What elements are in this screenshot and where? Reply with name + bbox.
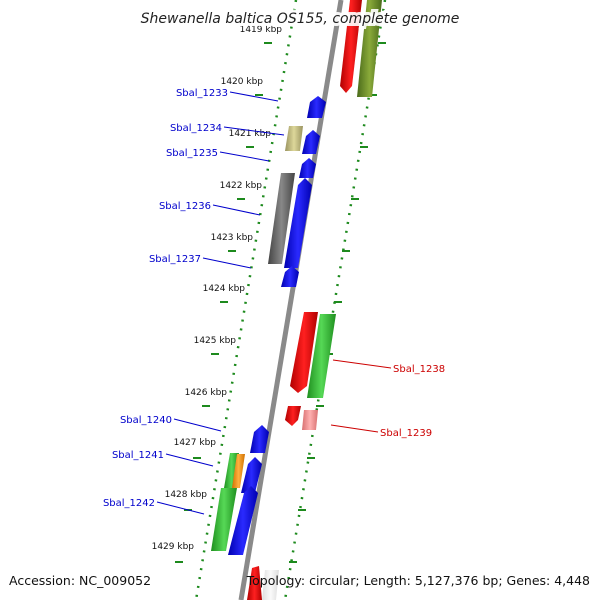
gene-arrow-sbal-1242b[interactable] bbox=[228, 486, 258, 555]
gene-label-sbal-1233[interactable]: Sbal_1233 bbox=[176, 88, 228, 99]
kbp-label: 1426 kbp bbox=[185, 388, 228, 398]
scale-ticks bbox=[175, 42, 386, 563]
gene-label-sbal-1242[interactable]: Sbal_1242 bbox=[103, 498, 155, 509]
kbp-label: 1424 kbp bbox=[203, 284, 246, 294]
accession-label: Accession: NC_009052 bbox=[9, 573, 152, 588]
kbp-label: 1428 kbp bbox=[165, 490, 208, 500]
gene-label-sbal-1241[interactable]: Sbal_1241 bbox=[112, 450, 164, 461]
kbp-label: 1427 kbp bbox=[174, 438, 217, 448]
kbp-labels: 1419 kbp 1420 kbp 1421 kbp 1422 kbp 1423… bbox=[152, 25, 283, 552]
gene-label-sbal-1237[interactable]: Sbal_1237 bbox=[149, 254, 201, 265]
topology-label: Topology: circular; Length: 5,127,376 bp… bbox=[246, 573, 590, 588]
gene-arrow-sbal-1238[interactable] bbox=[307, 314, 336, 398]
genome-backbone bbox=[238, 0, 344, 600]
gene-arrow-sbal-1235b[interactable] bbox=[299, 158, 316, 178]
kbp-label: 1423 kbp bbox=[211, 233, 254, 243]
gene-arrow-sbal-1239a[interactable] bbox=[285, 406, 301, 426]
gene-arrow-sbal-1237[interactable] bbox=[284, 178, 312, 268]
gene-arrow-sbal-1240[interactable] bbox=[250, 425, 269, 453]
gene-arrow-sbal-1241[interactable] bbox=[232, 454, 245, 488]
gene-arrow-sbal-1233[interactable] bbox=[307, 96, 326, 118]
map-title: Shewanella baltica OS155, complete genom… bbox=[141, 11, 460, 27]
gene-label-sbal-1234[interactable]: Sbal_1234 bbox=[170, 123, 222, 134]
gene-arrow-sbal-1235[interactable] bbox=[302, 130, 320, 154]
reverse-gene-labels: Sbal_1238 Sbal_1239 bbox=[330, 359, 445, 439]
gene-label-sbal-1238[interactable]: Sbal_1238 bbox=[393, 364, 445, 375]
gene-arrow-sbal-1242[interactable] bbox=[211, 488, 237, 551]
kbp-label: 1425 kbp bbox=[194, 336, 237, 346]
kbp-label: 1420 kbp bbox=[221, 77, 264, 87]
gene-arrow-top-olive[interactable] bbox=[357, 0, 382, 97]
gene-arrow-sbal-1239[interactable] bbox=[302, 410, 318, 430]
gene-arrow-sbal-1241b[interactable] bbox=[241, 457, 262, 493]
gene-arrow-sbal-1237b[interactable] bbox=[281, 266, 299, 287]
kbp-label: 1429 kbp bbox=[152, 542, 195, 552]
gene-arrow-sbal-1241-green[interactable] bbox=[224, 453, 239, 488]
gene-arrow-bottom-red[interactable] bbox=[247, 566, 262, 600]
gene-label-sbal-1236[interactable]: Sbal_1236 bbox=[159, 201, 211, 212]
gene-arrow-sbal-1238a[interactable] bbox=[290, 312, 318, 393]
gene-label-sbal-1235[interactable]: Sbal_1235 bbox=[166, 148, 218, 159]
gene-arrow-sbal-1234[interactable] bbox=[285, 126, 303, 151]
gene-arrow-sbal-1236[interactable] bbox=[268, 173, 295, 264]
forward-gene-labels: Sbal_1233 Sbal_1234 Sbal_1235 Sbal_1236 … bbox=[103, 88, 285, 515]
gene-label-sbal-1240[interactable]: Sbal_1240 bbox=[120, 415, 172, 426]
kbp-label: 1422 kbp bbox=[220, 181, 263, 191]
gene-arrow-bottom-pale[interactable] bbox=[262, 570, 279, 600]
kbp-label: 1419 kbp bbox=[240, 25, 283, 35]
kbp-label: 1421 kbp bbox=[229, 129, 272, 139]
gene-label-sbal-1239[interactable]: Sbal_1239 bbox=[380, 428, 432, 439]
gene-arrow-top-red[interactable] bbox=[340, 0, 362, 93]
